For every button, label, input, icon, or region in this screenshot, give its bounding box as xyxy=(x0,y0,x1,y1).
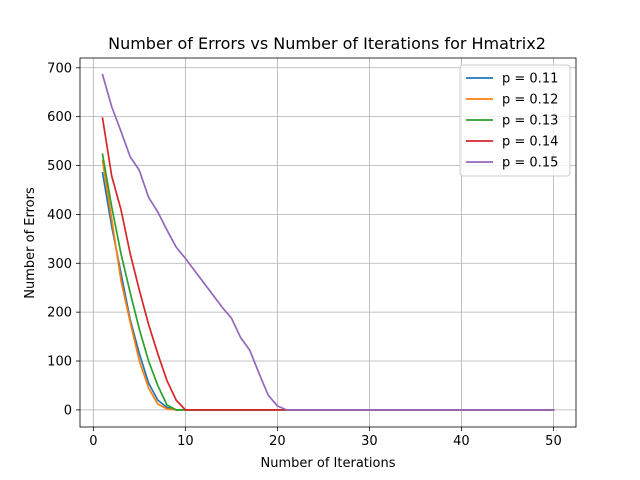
y-axis-label: Number of Errors xyxy=(23,187,38,299)
series-lines xyxy=(101,73,555,411)
legend-label: p = 0.13 xyxy=(502,114,558,129)
x-tick-label: 30 xyxy=(361,434,378,449)
x-tick-label: 10 xyxy=(177,434,194,449)
x-tick-label: 20 xyxy=(269,434,286,449)
x-axis-label: Number of Iterations xyxy=(261,456,396,471)
y-tick-label: 0 xyxy=(64,403,72,418)
legend-box xyxy=(459,64,571,177)
series-line xyxy=(101,159,555,411)
y-tick-label: 400 xyxy=(47,208,72,223)
x-axis-ticks: 0 10 20 30 40 50 xyxy=(89,427,562,449)
legend: p = 0.11 p = 0.12 p = 0.13 p = 0.14 p = 0.15 xyxy=(459,64,571,177)
x-tick-label: 0 xyxy=(89,434,97,449)
y-axis-ticks: 0 100 200 300 400 500 600 700 xyxy=(47,61,80,418)
legend-label: p = 0.12 xyxy=(502,93,558,108)
y-tick-label: 200 xyxy=(47,306,72,321)
legend-label: p = 0.11 xyxy=(502,72,558,87)
y-tick-label: 600 xyxy=(47,110,72,125)
series-line xyxy=(101,171,555,411)
y-tick-label: 500 xyxy=(47,159,72,174)
y-tick-label: 300 xyxy=(47,257,72,272)
y-tick-label: 100 xyxy=(47,355,72,370)
x-tick-label: 50 xyxy=(545,434,562,449)
series-line xyxy=(101,73,555,411)
series-line xyxy=(101,153,555,411)
legend-label: p = 0.15 xyxy=(502,156,558,171)
legend-label: p = 0.14 xyxy=(502,135,558,150)
plot-frame xyxy=(79,57,577,428)
x-tick-label: 40 xyxy=(453,434,470,449)
y-tick-label: 700 xyxy=(47,61,72,76)
chart-title: Number of Errors vs Number of Iterations… xyxy=(108,34,546,53)
